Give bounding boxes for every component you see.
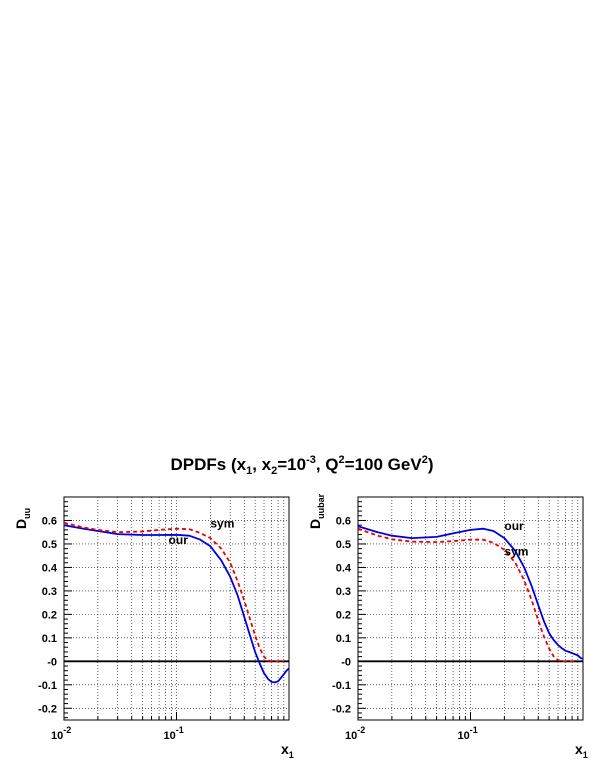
grid — [64, 497, 289, 720]
y-tick-label: 0.2 — [42, 609, 57, 621]
y-axis-label: Duu — [13, 508, 32, 529]
y-tick-label: 0.4 — [42, 562, 58, 574]
y-axis-label: Duubar — [307, 493, 326, 529]
y-tick-label: -0 — [47, 656, 57, 668]
y-tick-label: -0.1 — [38, 680, 57, 692]
y-tick-label: 0.5 — [336, 539, 351, 551]
x-axis-label: x1 — [575, 741, 588, 760]
series-line-sym — [63, 521, 284, 663]
x-axis-label: x1 — [281, 741, 294, 760]
y-tick-label: 0.5 — [42, 539, 57, 551]
annotation-our: our — [169, 533, 189, 547]
annotation-sym: sym — [504, 545, 528, 559]
y-tick-label: -0.1 — [332, 680, 351, 692]
y-tick-label: 0.2 — [336, 609, 351, 621]
y-tick-label: 0.4 — [336, 562, 352, 574]
series-line-sym — [357, 527, 576, 663]
x-tick-label: 10-1 — [458, 725, 478, 742]
y-tick-label: 0.3 — [42, 586, 57, 598]
y-tick-label: -0.2 — [332, 703, 351, 715]
series-line-our — [357, 525, 584, 660]
left-panel: -0.2 -0.1 -0 0.1 0.2 0.3 0.4 0.5 0.6 10-2 10-1 x1 Du… — [13, 496, 294, 760]
y-tick-label: 0.6 — [336, 515, 351, 527]
figure-title: DPDFs (x1, x2=10-3, Q2=100 GeV2) — [171, 454, 434, 477]
y-tick-label: 0.6 — [42, 515, 57, 527]
x-tick-label: 10-2 — [345, 725, 365, 742]
annotation-our: our — [504, 519, 524, 533]
grid — [358, 497, 583, 720]
y-tick-label: -0 — [341, 656, 351, 668]
y-tick-label: 0.1 — [336, 633, 351, 645]
x-tick-label: 10-1 — [164, 725, 184, 742]
right-panel: -0.2 -0.1 -0 0.1 0.2 0.3 0.4 0.5 0.6 10-2 10-1 x1 Du… — [307, 493, 588, 760]
y-tick-label: 0.1 — [42, 633, 57, 645]
x-tick-label: 10-2 — [51, 725, 71, 742]
series-line-our — [63, 524, 290, 684]
y-tick-label: -0.2 — [38, 703, 57, 715]
y-tick-label: 0.3 — [336, 586, 351, 598]
annotation-sym: sym — [210, 517, 234, 531]
